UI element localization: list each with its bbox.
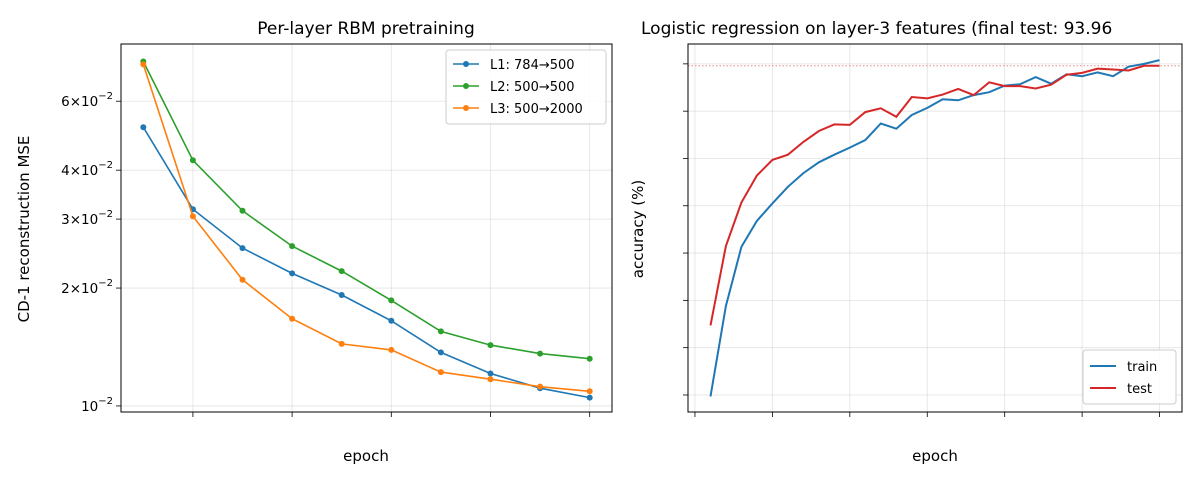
- left-y-tick-label: 3×10−2: [61, 209, 113, 228]
- right-chart-title: Logistic regression on layer-3 features …: [641, 19, 1112, 39]
- right-panel-logistic-regression: Logistic regression on layer-3 features …: [629, 19, 1183, 465]
- right-legend-label: train: [1127, 360, 1157, 375]
- left-y-tick-base: 6×10: [61, 94, 98, 110]
- left-data-point: [537, 383, 544, 390]
- left-data-point: [140, 61, 147, 68]
- left-panel-rbm-pretraining: Per-layer RBM pretraining epoch CD-1 rec…: [15, 19, 613, 465]
- left-y-tick-label: 4×10−2: [61, 160, 113, 179]
- left-x-axis-label: epoch: [343, 447, 389, 465]
- right-x-axis-label: epoch: [912, 447, 958, 465]
- left-series-3: [140, 61, 593, 395]
- left-data-point: [437, 328, 444, 335]
- left-series-line: [142, 61, 590, 360]
- left-data-point: [487, 376, 494, 383]
- left-data-point: [388, 297, 395, 304]
- left-y-tick-exponent: −2: [98, 91, 113, 102]
- left-plot-frame: [120, 43, 613, 413]
- left-data-point: [537, 350, 544, 357]
- left-data-point: [140, 124, 147, 131]
- left-data-point: [239, 207, 246, 214]
- left-legend-label: L3: 500→2000: [490, 102, 583, 117]
- left-y-tick-label: 10−2: [81, 396, 113, 415]
- left-data-point: [388, 346, 395, 353]
- left-data-point: [289, 315, 296, 322]
- left-legend-box: [445, 49, 607, 125]
- right-plot-frame: [687, 43, 1183, 413]
- left-data-point: [437, 369, 444, 376]
- right-legend-box: [1082, 349, 1177, 405]
- left-data-point: [289, 270, 296, 277]
- left-data-point: [437, 349, 444, 356]
- left-legend-label: L1: 784→500: [490, 58, 575, 73]
- left-data-point: [586, 355, 593, 362]
- left-y-tick-label: 6×10−2: [61, 91, 113, 110]
- left-data-point: [487, 370, 494, 377]
- left-series-line: [142, 64, 590, 393]
- left-data-point: [239, 245, 246, 252]
- left-y-tick-base: 4×10: [61, 163, 98, 179]
- left-data-point: [239, 276, 246, 283]
- left-data-point: [338, 268, 345, 275]
- right-legend: train test: [1082, 349, 1177, 405]
- left-data-point: [338, 340, 345, 347]
- left-data-point: [487, 342, 494, 349]
- left-y-tick-label: 2×10−2: [61, 278, 113, 297]
- left-series-line: [142, 126, 590, 399]
- left-chart-title: Per-layer RBM pretraining: [257, 19, 474, 39]
- left-data-point: [586, 394, 593, 401]
- left-y-tick-exponent: −2: [98, 209, 113, 220]
- left-y-tick-base: 3×10: [61, 212, 98, 228]
- right-y-axis-label: accuracy (%): [629, 180, 647, 278]
- left-data-point: [586, 388, 593, 395]
- left-y-tick-exponent: −2: [98, 278, 113, 289]
- left-y-tick-base: 2×10: [61, 281, 98, 297]
- left-data-point: [189, 213, 196, 220]
- right-series-line-train: [709, 59, 1160, 397]
- left-legend-swatch-marker: [463, 61, 469, 67]
- left-legend-swatch-marker: [463, 105, 469, 111]
- left-legend: L1: 784→500 L2: 500→500 L3: 500→2000: [445, 49, 607, 125]
- right-series-line-test: [709, 64, 1160, 326]
- left-legend-label: L2: 500→500: [490, 80, 575, 95]
- left-y-axis-label: CD-1 reconstruction MSE: [15, 136, 33, 323]
- left-data-point: [289, 243, 296, 250]
- left-y-tick-exponent: −2: [98, 396, 113, 407]
- right-legend-label: test: [1127, 382, 1152, 397]
- left-data-point: [189, 157, 196, 164]
- left-data-point: [338, 292, 345, 299]
- left-y-tick-base: 10: [81, 399, 98, 415]
- left-y-tick-exponent: −2: [98, 160, 113, 171]
- left-series-1: [140, 124, 593, 401]
- left-legend-swatch-marker: [463, 83, 469, 89]
- left-data-point: [388, 317, 395, 324]
